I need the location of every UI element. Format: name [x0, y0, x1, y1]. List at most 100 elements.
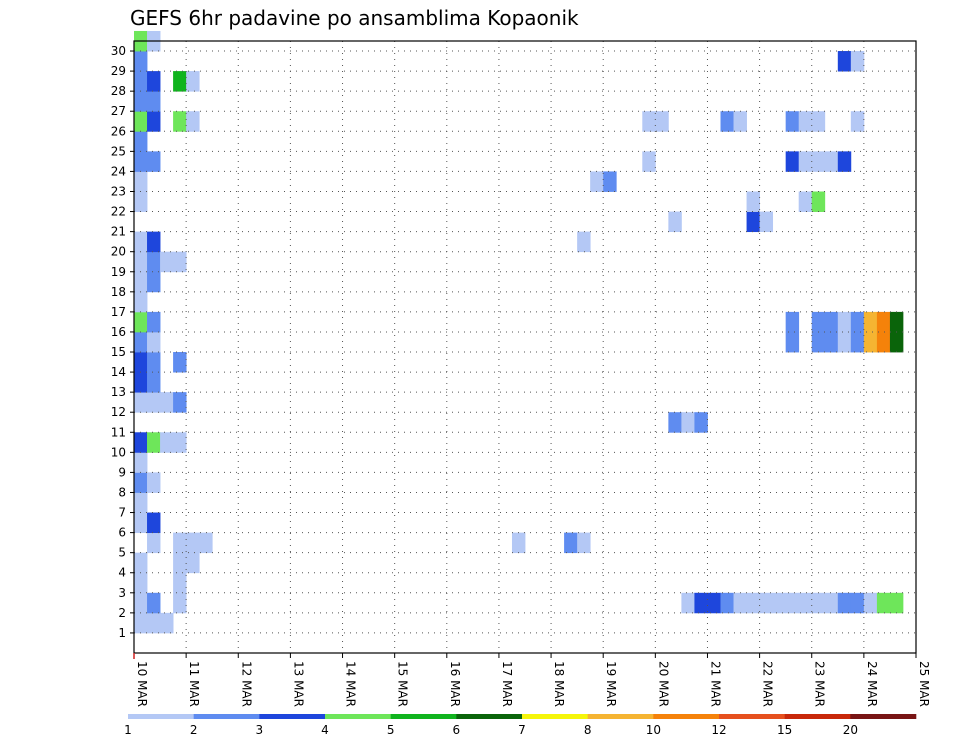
heatmap-cell	[850, 592, 865, 614]
heatmap-cell	[720, 592, 734, 614]
heatmap-cell	[173, 111, 187, 132]
y-tick-label: 26	[111, 124, 126, 138]
colorbar-label: 6	[453, 723, 461, 737]
heatmap-cell	[173, 432, 187, 453]
y-tick-label: 21	[111, 225, 126, 239]
plot-frame	[133, 40, 917, 654]
heatmap-cell	[876, 331, 891, 353]
colorbar-label: 15	[777, 723, 792, 737]
heatmap-cell	[173, 592, 187, 614]
colorbar-segment	[719, 714, 785, 719]
heatmap-cell	[577, 532, 591, 554]
heatmap-cell	[147, 331, 161, 353]
heatmap-cell	[147, 271, 161, 293]
heatmap-cell	[824, 592, 839, 614]
colorbar-label: 7	[518, 723, 526, 737]
heatmap-cell	[837, 311, 852, 333]
colorbar-segment	[784, 714, 851, 719]
heatmap-cell	[186, 552, 200, 574]
heatmap-cell	[876, 311, 891, 333]
y-tick-label: 27	[111, 104, 126, 118]
heatmap-cell	[577, 231, 591, 253]
heatmap-cell	[147, 91, 161, 112]
heatmap-cell	[798, 191, 813, 212]
colorbar-segment	[522, 714, 588, 719]
colorbar-segment	[456, 714, 523, 719]
heatmap-cell	[564, 532, 578, 554]
y-tick-label: 19	[111, 265, 126, 279]
heatmap-cell	[798, 151, 813, 172]
x-tick-label: 22 MAR	[761, 661, 775, 707]
x-tick-label: 19 MAR	[604, 661, 618, 707]
y-tick-label: 24	[111, 164, 126, 178]
heatmap-cell	[134, 251, 148, 273]
heatmap-cell	[186, 532, 200, 554]
heatmap-cell	[134, 271, 148, 293]
x-tick-label: 24 MAR	[865, 661, 879, 707]
x-tick-label: 23 MAR	[813, 661, 827, 707]
heatmap-cell	[837, 51, 852, 72]
heatmap-cell	[173, 392, 187, 413]
heatmap-cell	[134, 392, 148, 413]
colorbar-label: 10	[646, 723, 661, 737]
heatmap-cell	[785, 151, 800, 172]
heatmap-cell	[147, 592, 161, 614]
y-tick-label: 2	[118, 606, 126, 620]
heatmap-cell	[147, 111, 161, 132]
heatmap-cell	[134, 191, 148, 212]
heatmap-cell	[668, 412, 682, 433]
y-tick-label: 25	[111, 144, 126, 158]
y-tick-label: 13	[111, 385, 126, 399]
colorbar-segment	[325, 714, 391, 719]
heatmap-cell	[733, 592, 747, 614]
heatmap-cell	[850, 311, 865, 333]
heatmap-cell	[134, 352, 148, 373]
heatmap-cell	[134, 612, 148, 634]
heatmap-cell	[837, 331, 852, 353]
heatmap-cell	[134, 592, 148, 614]
grid-layer	[134, 41, 916, 653]
colorbar-label: 20	[843, 723, 858, 737]
heatmap-cell	[134, 432, 148, 453]
y-tick-label: 4	[118, 566, 126, 580]
colorbar-label: 4	[321, 723, 329, 737]
colorbar-label: 2	[190, 723, 198, 737]
heatmap-cell	[134, 331, 148, 353]
heatmap-cell	[746, 211, 760, 233]
heatmap-cell	[824, 331, 839, 353]
heatmap-cell	[147, 432, 161, 453]
heatmap-cell	[147, 311, 161, 333]
colorbar-label: 8	[584, 723, 592, 737]
heatmap-cell	[147, 71, 161, 92]
x-tick-label: 15 MAR	[396, 661, 410, 707]
heatmap-cell	[785, 311, 800, 333]
heatmap-cell	[590, 171, 604, 192]
heatmap-cell	[186, 71, 200, 92]
heatmap-cell	[798, 111, 813, 132]
heatmap-cell	[134, 291, 148, 313]
x-tick-label: 14 MAR	[344, 661, 358, 707]
heatmap-cell	[147, 512, 161, 534]
heatmap-cell	[147, 472, 161, 493]
heatmap-cell	[707, 592, 721, 614]
heatmap-cell	[134, 151, 148, 172]
colorbar: 1 2 3 4 5 6 7 8 10 12 15 20	[124, 714, 917, 737]
heatmap-cell	[785, 111, 800, 132]
heatmap-cell	[134, 552, 148, 574]
y-tick-label: 16	[111, 325, 126, 339]
heatmap-cell	[681, 412, 695, 433]
heatmap-cell	[733, 111, 747, 132]
x-tick-label: 21 MAR	[708, 661, 722, 707]
x-tick-label: 16 MAR	[448, 661, 462, 707]
x-tick-label: 25 MAR	[917, 661, 931, 707]
heatmap-cell	[811, 191, 826, 212]
heatmap-cell	[642, 111, 656, 132]
heatmap-cell	[160, 392, 174, 413]
heatmap-cell	[147, 352, 161, 373]
colorbar-segment	[193, 714, 260, 719]
y-tick-label: 28	[111, 84, 126, 98]
heatmap-cell	[785, 331, 800, 353]
x-tick-label: 10 MAR	[135, 661, 149, 707]
colorbar-segment	[587, 714, 654, 719]
heatmap-cell	[134, 372, 148, 393]
